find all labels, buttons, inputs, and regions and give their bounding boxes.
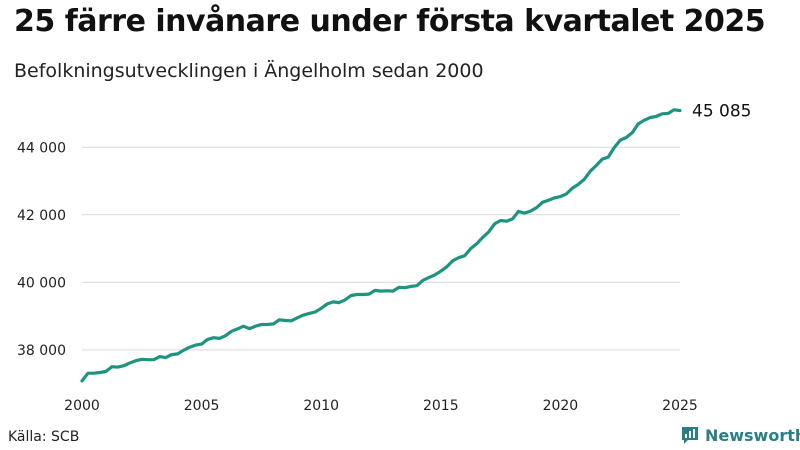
gridlines [82,146,680,351]
y-axis-tick-labels: 38 000 40 000 42 000 44 000 [17,140,66,359]
newsworthy-logo: Newsworthy [680,425,800,445]
source-note: Källa: SCB [8,429,80,445]
population-line [80,108,682,383]
x-axis-tick-labels: 2000 2005 2010 2015 2020 2025 [64,398,698,414]
brand-name: Newsworthy [705,425,800,445]
x-tick-label: 2025 [662,398,698,414]
x-tick-label: 2015 [423,398,459,414]
y-tick-label: 38 000 [17,343,66,359]
y-tick-label: 40 000 [17,275,66,291]
end-value-label: 45 085 [692,102,751,122]
x-tick-label: 2020 [543,398,579,414]
y-tick-label: 42 000 [17,208,66,224]
x-tick-label: 2010 [303,398,339,414]
end-value-group: 45 085 [692,102,751,122]
series-group [80,108,682,383]
x-tick-label: 2005 [184,398,220,414]
y-tick-label: 44 000 [17,140,66,156]
chart-title: 25 färre invånare under första kvartalet… [14,4,766,39]
x-tick-label: 2000 [64,398,100,414]
bar-chart-speech-icon [682,427,698,444]
chart-subtitle: Befolkningsutvecklingen i Ängelholm seda… [14,60,484,82]
